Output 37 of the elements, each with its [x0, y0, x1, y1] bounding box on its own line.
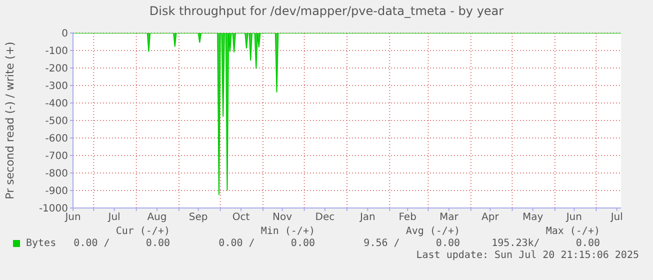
- legend-label: Bytes: [26, 238, 56, 249]
- y-tick-label: -500: [45, 116, 68, 128]
- y-axis-title: Pr second read (-) / write (+): [4, 42, 17, 200]
- x-tick-label: May: [522, 212, 544, 224]
- x-tick-label: Mar: [439, 212, 460, 224]
- x-tick-label: Jan: [358, 212, 376, 224]
- x-tick-label: Dec: [315, 212, 335, 224]
- x-tick-label: Sep: [188, 212, 208, 224]
- chart-title: Disk throughput for /dev/mapper/pve-data_tmeta - by year: [148, 4, 505, 18]
- x-tick-label: Jun: [64, 212, 81, 224]
- x-tick-label: Nov: [272, 212, 292, 224]
- text: Cur (-/+): [114, 226, 170, 237]
- x-tick-label: Jun: [565, 212, 582, 224]
- x-tick-label: Apr: [482, 212, 500, 224]
- text: Max (-/+): [544, 226, 600, 237]
- y-tick-label: -100: [45, 46, 68, 58]
- text: 9.56 / 0.00: [364, 238, 460, 249]
- y-tick-label: -900: [45, 186, 68, 198]
- y-tick-label: -700: [45, 151, 68, 162]
- y-tick-label: -800: [45, 168, 68, 180]
- text: 195.23k/ 0.00: [492, 238, 600, 249]
- text: 0.00 / 0.00: [218, 238, 315, 249]
- x-tick-label: Oct: [232, 212, 250, 224]
- y-tick-label: -1000: [38, 204, 68, 215]
- x-tick-label: Jul: [610, 212, 623, 224]
- y-tick-label: -400: [45, 98, 68, 110]
- x-tick-label: Jul: [107, 212, 120, 224]
- y-tick-label: -300: [45, 81, 68, 92]
- x-tick-label: Aug: [147, 212, 167, 224]
- y-tick-label: 0: [62, 28, 68, 40]
- text: 0.00 / 0.00: [74, 238, 170, 249]
- y-tick-label: -600: [45, 134, 68, 145]
- x-tick-label: Feb: [398, 212, 416, 224]
- y-tick-label: -200: [45, 64, 68, 75]
- text: Min (-/+): [260, 226, 315, 237]
- text: Last update: Sun Jul 20 21:15:06 2025: [416, 250, 639, 261]
- text: Avg (-/+): [404, 226, 460, 237]
